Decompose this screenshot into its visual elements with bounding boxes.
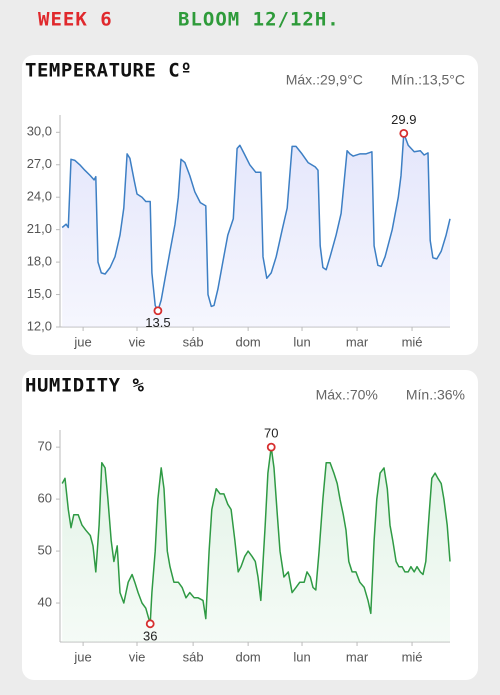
week-label: WEEK 6 [38,9,113,31]
min-label: Mín.:13,5°C [391,72,465,88]
area [62,447,450,642]
x-tick-label: mar [346,334,369,349]
extreme-marker [153,306,163,316]
x-tick-label: mié [402,649,423,664]
x-tick-label: sáb [183,649,204,664]
extreme-marker [145,619,155,629]
x-tick-label: dom [235,649,260,664]
y-tick-label: 21,0 [27,221,52,236]
chart-card: TEMPERATURE Cº Mín.:13,5°C Máx.:29,9°C 12,0… [22,55,478,355]
extreme-marker [266,442,276,452]
y-tick-label: 50 [38,543,52,558]
max-label: Máx.:70% [316,387,378,403]
x-tick-label: vie [129,649,146,664]
extreme-label: 13.5 [145,315,170,330]
y-tick-label: 15,0 [27,286,52,301]
chart-title: TEMPERATURE Cº [25,60,192,82]
area [62,133,450,327]
y-tick-label: 24,0 [27,189,52,204]
min-label: Mín.:36% [406,387,465,403]
line [61,132,451,312]
x-tick-label: jue [73,649,91,664]
y-tick-label: 40 [38,594,52,609]
y-tick-label: 60 [38,491,52,506]
stage-label: BLOOM 12/12H. [178,9,340,31]
y-tick-label: 18,0 [27,254,52,269]
chart-title: HUMIDITY % [25,375,144,397]
line [61,446,451,625]
x-tick-label: vie [129,334,146,349]
extreme-label: 36 [143,628,157,643]
y-tick-label: 27,0 [27,156,52,171]
y-tick-label: 12,0 [27,318,52,333]
x-tick-label: mar [346,649,369,664]
max-label: Máx.:29,9°C [286,72,363,88]
x-tick-label: lun [293,334,310,349]
x-tick-label: jue [73,334,91,349]
x-tick-label: lun [293,649,310,664]
extreme-label: 29.9 [391,112,416,127]
extreme-label: 70 [264,426,278,441]
y-tick-label: 70 [38,439,52,454]
chart-card: HUMIDITY % Mín.:36% Máx.:70% 40 50 60 70 jue vie… [22,370,478,680]
y-tick-label: 30,0 [27,124,52,139]
x-tick-label: sáb [183,334,204,349]
x-tick-label: dom [235,334,260,349]
x-tick-label: mié [402,334,423,349]
extreme-marker [399,128,409,138]
